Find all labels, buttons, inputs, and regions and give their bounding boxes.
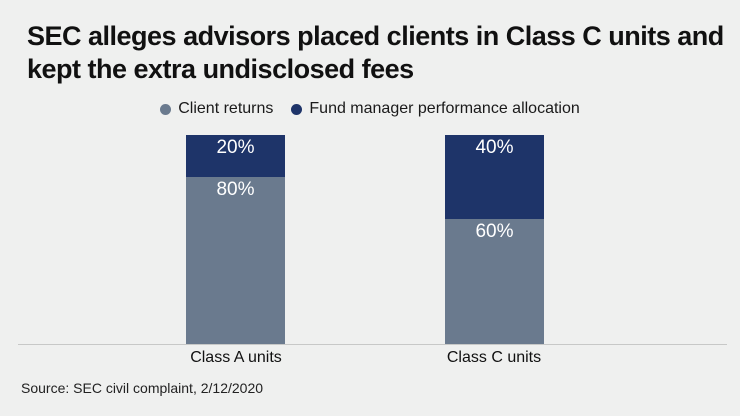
legend-item-client-returns: Client returns xyxy=(160,100,273,118)
bar-value-label: 20% xyxy=(216,137,255,158)
legend-dot-icon xyxy=(160,103,172,115)
legend-dot-icon xyxy=(291,103,303,115)
category-label: Class C units xyxy=(446,349,542,366)
bar-group: 20% 80% xyxy=(186,135,285,344)
bar-value-label: 60% xyxy=(475,220,514,242)
legend-label: Fund manager performance allocation xyxy=(309,100,580,117)
source-note: Source: SEC civil complaint, 2/12/2020 xyxy=(21,380,264,396)
legend-item-fund-manager: Fund manager performance allocation xyxy=(291,100,580,118)
bar-group: 40% 60% xyxy=(445,135,544,344)
bar-value-label: 80% xyxy=(216,178,255,200)
bar-segment-bottom: 80% xyxy=(186,176,285,344)
bar-segment-bottom: 60% xyxy=(445,218,544,344)
legend: Client returns Fund manager performance … xyxy=(0,100,740,118)
page-title: SEC alleges advisors placed clients in C… xyxy=(27,21,724,84)
bar-segment-top: 20% xyxy=(186,135,285,177)
bar-value-label: 40% xyxy=(475,137,514,158)
x-axis-line xyxy=(18,344,727,345)
legend-label: Client returns xyxy=(178,100,274,117)
bar-segment-top: 40% xyxy=(445,135,544,219)
category-label: Class A units xyxy=(190,349,282,366)
